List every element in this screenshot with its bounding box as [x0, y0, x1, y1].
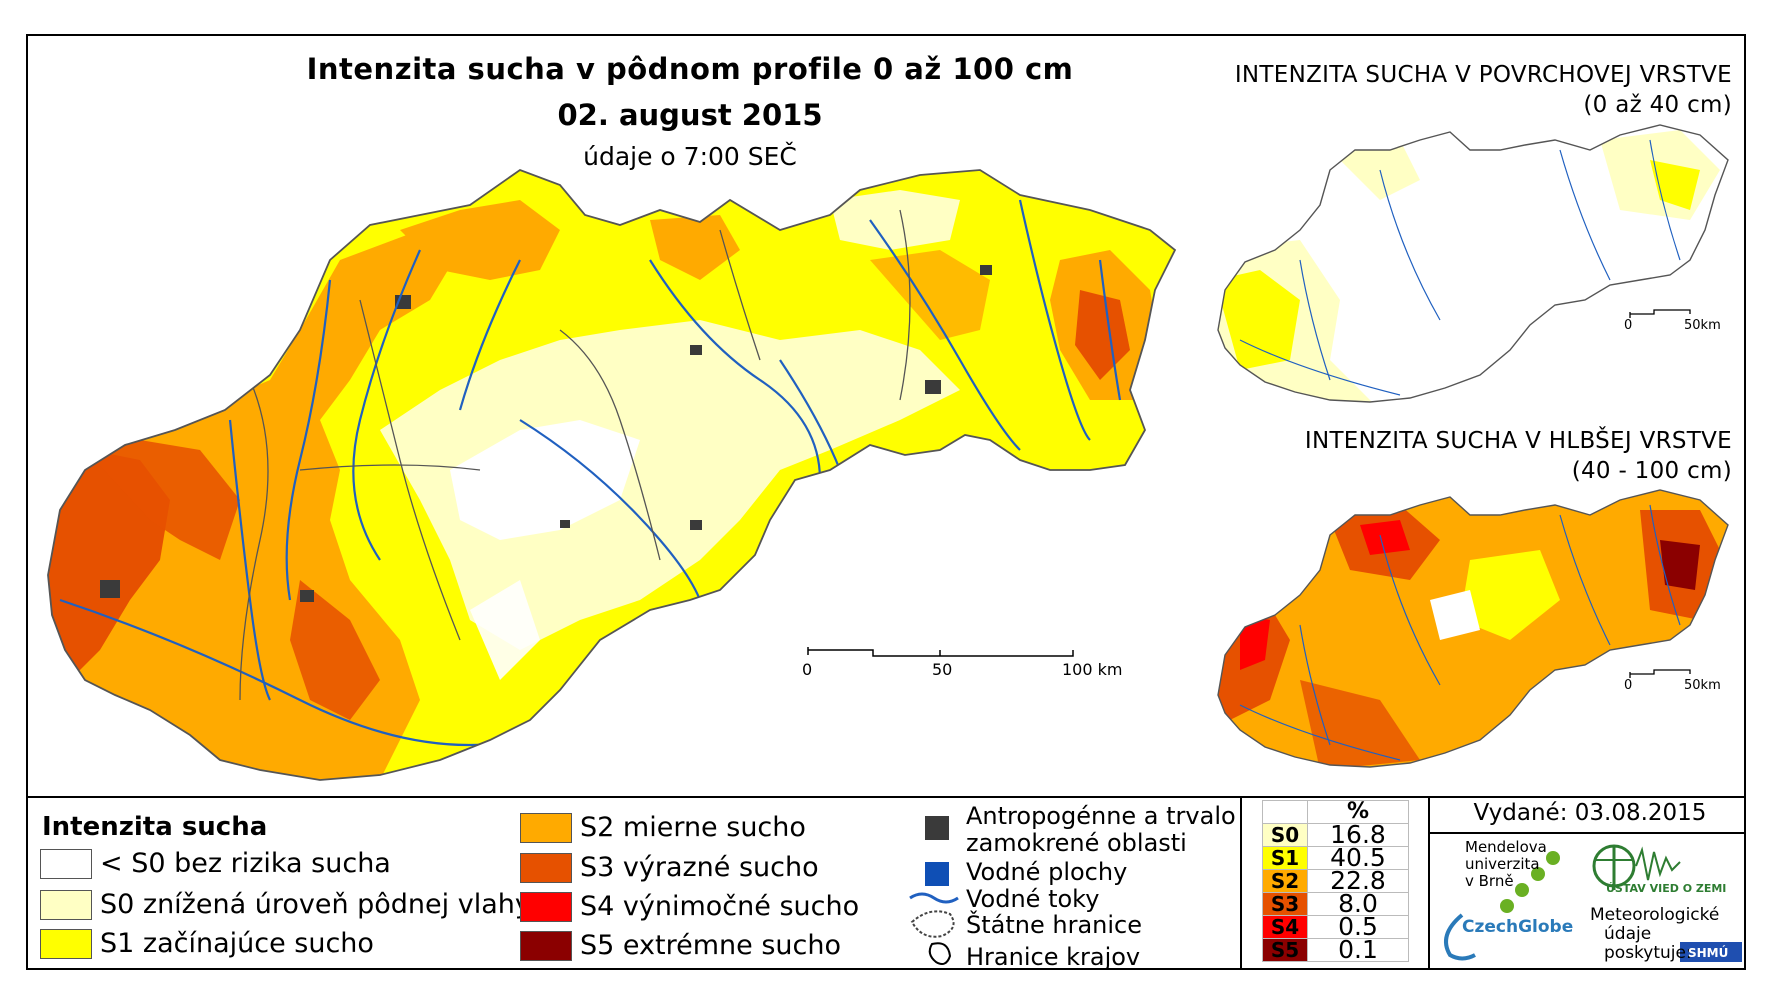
inset-bottom-scale-bar: [1629, 669, 1691, 678]
mendel-logo-line-2: univerzita: [1465, 855, 1540, 873]
legend-water-areas-label: Vodné plochy: [966, 858, 1128, 886]
legend-item-label: S4 výnimočné sucho: [580, 891, 860, 922]
state-border-icon: [910, 910, 955, 938]
scale-label-50: 50: [932, 660, 953, 679]
legend-item-label: S1 začínajúce sucho: [100, 928, 374, 959]
state-border: [47, 168, 1177, 781]
stat-class: S3: [1262, 892, 1308, 916]
legend-item-s2: S2 mierne sucho: [520, 812, 806, 843]
table-row: S1 40.5: [1262, 845, 1409, 870]
legend-separator: [1240, 796, 1242, 970]
stat-value: 40.5: [1307, 845, 1409, 870]
legend-swatch: [520, 812, 572, 843]
legend-anthropogenic-label-1: Antropogénne a trvalo: [966, 802, 1236, 830]
inset-map-surface: [1218, 125, 1728, 402]
legend-separator: [1428, 796, 1430, 970]
inset-bottom-scale-50: 50km: [1684, 678, 1721, 693]
stat-class: S5: [1262, 938, 1308, 962]
map-frame: [26, 34, 1746, 970]
legend-separator: [1430, 832, 1746, 834]
map-title: Intenzita sucha v pôdnom profile 0 až 10…: [306, 52, 1074, 86]
stat-value: 22.8: [1307, 868, 1409, 893]
region-border-icon: [928, 942, 952, 965]
legend-swatch: [40, 928, 92, 959]
legend-item-s1: S1 začínajúce sucho: [40, 928, 374, 959]
stat-class: S0: [1262, 823, 1308, 847]
inset-top-title: INTENZITA SUCHA V POVRCHOVEJ VRSTVE: [1234, 62, 1732, 88]
legend-item-label: S5 extrémne sucho: [580, 930, 841, 961]
table-row: S3 8.0: [1262, 891, 1409, 916]
shmu-logo-text: SHMÚ: [1688, 946, 1729, 960]
main-map: [48, 170, 1175, 780]
inset-top-subtitle: (0 až 40 cm): [1583, 92, 1732, 118]
legend-item-label: < S0 bez rizika sucha: [100, 848, 391, 879]
dark-square-icon: [925, 816, 949, 840]
stat-value: 0.5: [1307, 914, 1409, 939]
legend-region-borders-label: Hranice krajov: [966, 943, 1141, 971]
legend-item-s4: S4 výnimočné sucho: [520, 891, 859, 922]
main-scale-bar: [807, 647, 1074, 657]
ustav-logo-icon: [1592, 844, 1681, 890]
stat-value: 8.0: [1307, 891, 1409, 916]
mendel-logo-line-1: Mendelova: [1465, 838, 1547, 856]
inset-top-scale-0: 0: [1624, 318, 1633, 333]
issued-date: Vydané: 03.08.2015: [1473, 800, 1707, 826]
inset-bottom-subtitle: (40 - 100 cm): [1571, 458, 1732, 484]
legend-item-s3: S3 výrazné sucho: [520, 852, 819, 883]
inset-bottom-scale-0: 0: [1624, 678, 1633, 693]
legend-state-borders-label: Štátne hranice: [966, 911, 1142, 939]
blue-square-icon: [925, 862, 949, 886]
legend-water-streams-label: Vodné toky: [966, 885, 1100, 913]
legend-swatch: [520, 891, 572, 922]
legend-item-label: S0 znížená úroveň pôdnej vlahy: [100, 889, 531, 920]
shmu-logo-icon: [1680, 942, 1742, 962]
legend-anthropogenic-label-2: zamokrené oblasti: [966, 829, 1187, 857]
stat-class: S1: [1262, 846, 1308, 870]
stat-value: 16.8: [1307, 822, 1409, 847]
scale-label-100: 100 km: [1062, 660, 1123, 679]
czechglobe-logo-text: CzechGlobe: [1462, 917, 1574, 937]
legend-title: Intenzita sucha: [42, 812, 268, 842]
legend-item-label: S2 mierne sucho: [580, 812, 806, 843]
table-row: S0 16.8: [1262, 822, 1409, 847]
meteo-text-line-1: Meteorologické: [1590, 905, 1720, 925]
legend-panel: [26, 796, 1746, 970]
map-time-note: údaje o 7:00 SEČ: [583, 142, 797, 171]
inset-bottom-title: INTENZITA SUCHA V HLBŠEJ VRSTVE: [1304, 428, 1732, 454]
mendel-dots-icon: [1500, 851, 1560, 913]
river-line-icon: [909, 892, 959, 904]
scale-label-0: 0: [802, 660, 813, 679]
map-date: 02. august 2015: [557, 98, 823, 132]
legend-item-below-s0: < S0 bez rizika sucha: [40, 848, 391, 879]
legend-item-s5: S5 extrémne sucho: [520, 930, 841, 961]
legend-swatch: [40, 848, 92, 879]
inset-top-scale-50: 50km: [1684, 318, 1721, 333]
stat-class: S4: [1262, 915, 1308, 939]
ustav-logo-text: ÚSTAV VIED O ZEMI: [1606, 882, 1727, 895]
meteo-text-line-2: údaje: [1604, 924, 1652, 944]
czechglobe-swirl-icon: [1444, 913, 1476, 961]
table-row: S2 22.8: [1262, 868, 1409, 893]
inset-map-deep: [1218, 490, 1728, 767]
drought-stats-table: % S0 16.8 S1 40.5 S2 22.8 S3 8.0 S4 0.5 …: [1262, 800, 1409, 962]
stat-value: 0.1: [1307, 937, 1409, 962]
table-row: S5 0.1: [1262, 937, 1409, 962]
table-row: S4 0.5: [1262, 914, 1409, 939]
inset-top-scale-bar: [1629, 309, 1691, 318]
meteo-text-line-3: poskytuje:: [1604, 943, 1692, 963]
legend-swatch: [40, 889, 92, 920]
legend-item-label: S3 výrazné sucho: [580, 852, 819, 883]
legend-swatch: [520, 930, 572, 961]
stat-class: S2: [1262, 869, 1308, 893]
legend-item-s0: S0 znížená úroveň pôdnej vlahy: [40, 889, 531, 920]
mendel-logo-line-3: v Brně: [1465, 872, 1514, 890]
legend-swatch: [520, 852, 572, 883]
